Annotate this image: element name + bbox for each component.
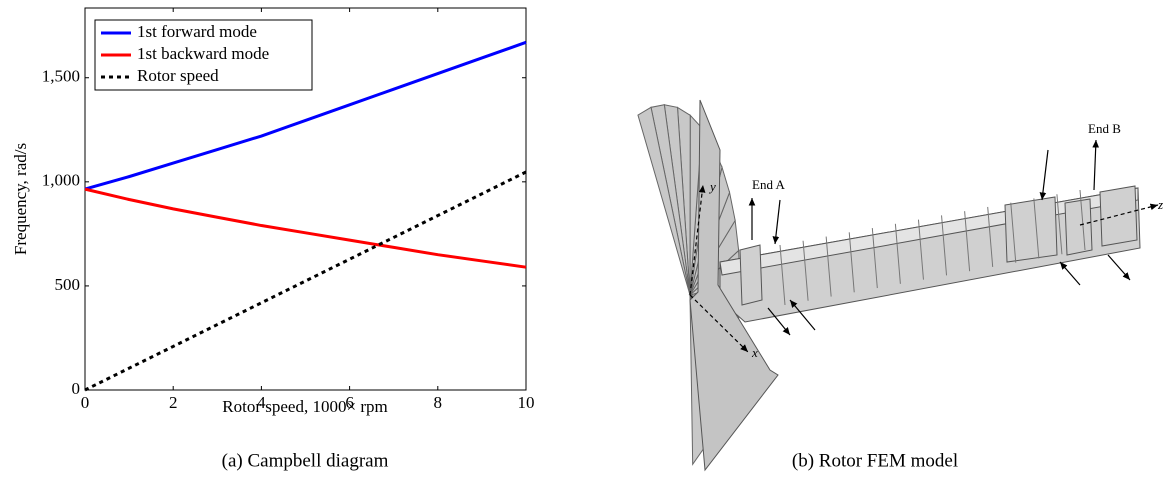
x-tick-label: 6 [345, 393, 354, 412]
x-tick-label: 4 [257, 393, 266, 412]
axis-name: z [1157, 197, 1163, 212]
legend-label: 1st backward mode [137, 44, 269, 63]
axis-name: y [708, 179, 716, 194]
shaft-step [1065, 199, 1092, 255]
x-tick-label: 0 [81, 393, 90, 412]
caption: (a) Campbell diagram [222, 450, 389, 471]
y-axis-label: Frequency, rad/s [11, 143, 30, 255]
figure: Rotor speed, 1000× rpm Frequency, rad/s … [0, 0, 1164, 492]
shaft-step [740, 245, 762, 305]
legend-label: Rotor speed [137, 66, 219, 85]
y-tick-label: 0 [72, 379, 81, 398]
x-tick-label: 10 [518, 393, 535, 412]
y-tick-label: 500 [55, 275, 81, 294]
caption: (b) Rotor FEM model [792, 450, 958, 471]
x-tick-label: 2 [169, 393, 178, 412]
shaft-step [1100, 186, 1137, 246]
end-label: End B [1088, 121, 1121, 136]
axis-name: x [751, 345, 758, 360]
x-axis-label: Rotor speed, 1000× rpm [222, 397, 387, 416]
legend-label: 1st forward mode [137, 22, 257, 41]
x-tick-label: 8 [434, 393, 443, 412]
y-tick-label: 1,500 [42, 67, 80, 86]
series-line [85, 189, 526, 267]
rotor-model [638, 100, 1140, 470]
y-tick-label: 1,000 [42, 171, 80, 190]
end-label: End A [752, 177, 785, 192]
